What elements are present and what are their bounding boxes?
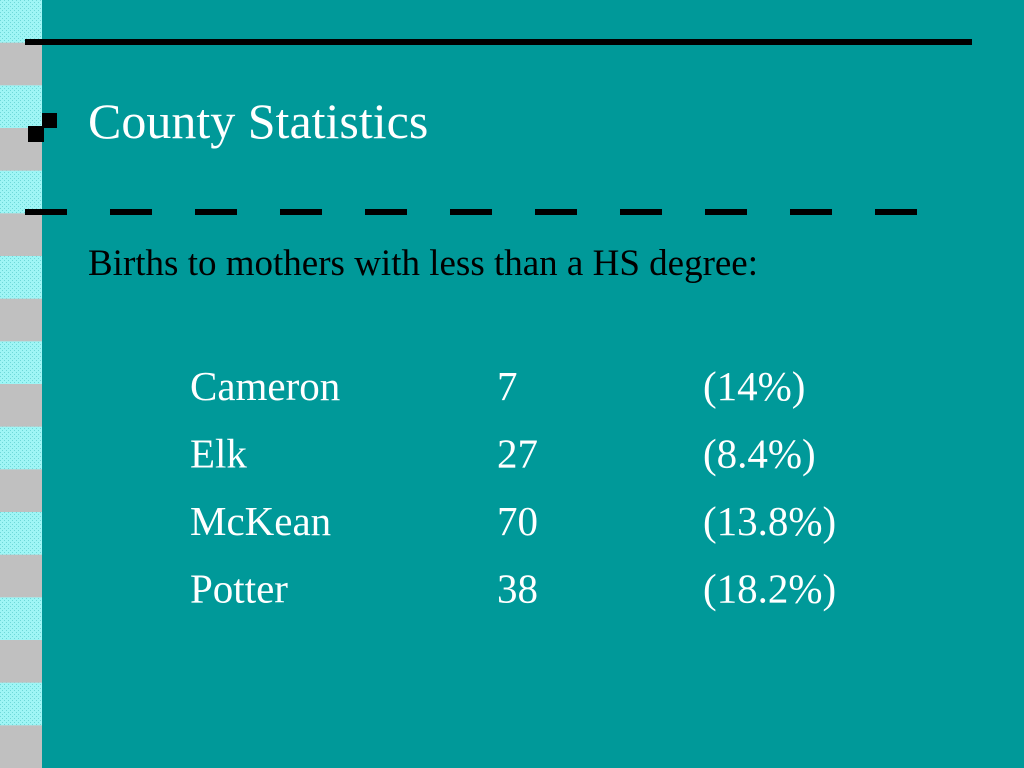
county-table: Cameron 7 (14%) Elk 27 (8.4%) McKean 70 (13.8%) P… [190,363,836,612]
table-cell: (8.4%) [703,431,816,477]
dashed-rule [25,209,917,215]
strip-band [0,426,42,470]
dash [535,209,577,215]
top-rule [25,39,972,45]
dash [620,209,662,215]
strip-band [0,213,42,257]
dash [450,209,492,215]
strip-band [0,384,42,428]
table-cell: (13.8%) [703,498,836,544]
strip-band [0,554,42,598]
strip-band [0,256,42,300]
strip-band [0,85,42,129]
dash [25,209,67,215]
dash [280,209,322,215]
strip-band [0,597,42,641]
dash [790,209,832,215]
table-cell: 7 [497,363,518,409]
table-cell: 70 [497,498,538,544]
table-cell: Cameron [190,363,340,409]
table-cell: 38 [497,566,538,612]
dash [875,209,917,215]
table-cell: (18.2%) [703,566,836,612]
dash [705,209,747,215]
slide-title: County Statistics [88,93,428,149]
dash [195,209,237,215]
table-cell: Potter [190,566,288,612]
bullet [28,113,57,142]
strip-band [0,640,42,684]
strip-band [0,170,42,214]
strip-band [0,298,42,342]
table-cell: Elk [190,431,247,477]
table-cell: McKean [190,498,331,544]
table-cell: 27 [497,431,538,477]
dash [365,209,407,215]
strip-band [0,512,42,556]
dash [110,209,152,215]
strip-band [0,682,42,726]
strip-band [0,469,42,513]
strip-band [0,42,42,86]
subtitle: Births to mothers with less than a HS de… [88,243,758,284]
side-strip [0,0,42,768]
strip-band [0,341,42,385]
strip-band [0,0,42,44]
table-cell: (14%) [703,363,805,409]
strip-band [0,725,42,768]
